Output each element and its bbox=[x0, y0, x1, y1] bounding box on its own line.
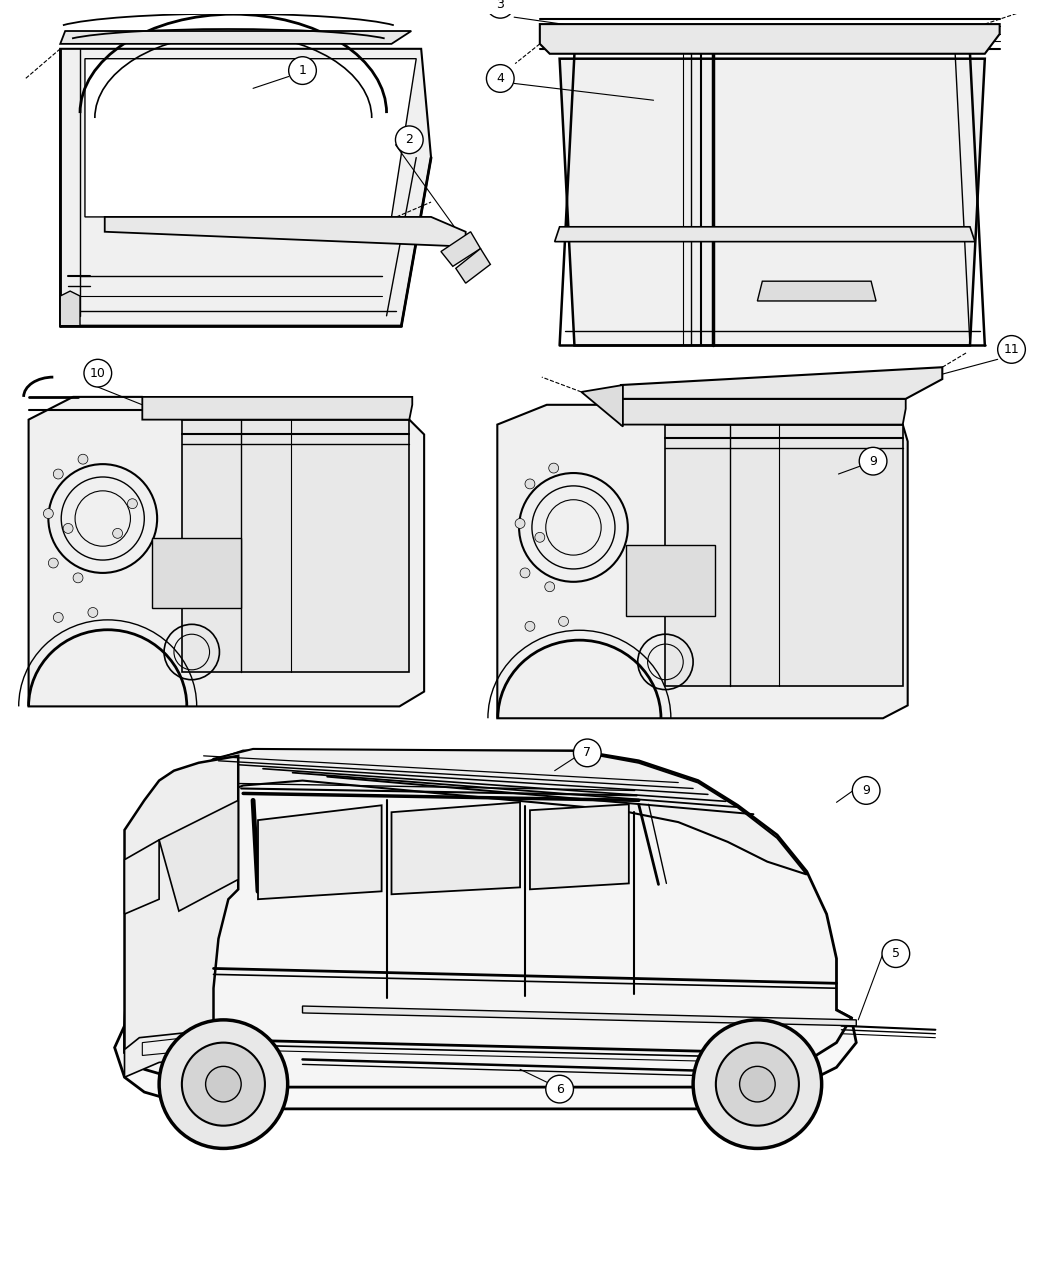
Text: 7: 7 bbox=[584, 746, 591, 760]
Circle shape bbox=[520, 567, 530, 578]
Polygon shape bbox=[456, 249, 490, 283]
Polygon shape bbox=[60, 31, 412, 43]
Text: 3: 3 bbox=[497, 0, 504, 10]
Polygon shape bbox=[60, 291, 80, 325]
Polygon shape bbox=[143, 1035, 204, 1056]
Circle shape bbox=[546, 1075, 573, 1103]
Polygon shape bbox=[258, 806, 381, 899]
Circle shape bbox=[545, 581, 554, 592]
Text: 2: 2 bbox=[405, 134, 414, 147]
Polygon shape bbox=[174, 748, 806, 875]
Circle shape bbox=[859, 448, 887, 476]
Text: 9: 9 bbox=[869, 455, 877, 468]
Polygon shape bbox=[160, 801, 238, 912]
Polygon shape bbox=[125, 840, 160, 914]
Circle shape bbox=[486, 0, 514, 18]
Circle shape bbox=[160, 1020, 288, 1149]
Text: 11: 11 bbox=[1004, 343, 1020, 356]
Polygon shape bbox=[560, 59, 985, 346]
Circle shape bbox=[549, 463, 559, 473]
Polygon shape bbox=[85, 59, 416, 217]
Text: 6: 6 bbox=[555, 1082, 564, 1095]
Circle shape bbox=[739, 1066, 775, 1102]
Polygon shape bbox=[626, 546, 715, 616]
Polygon shape bbox=[143, 397, 413, 419]
Circle shape bbox=[43, 509, 54, 519]
Polygon shape bbox=[757, 282, 876, 301]
Circle shape bbox=[853, 776, 880, 805]
Circle shape bbox=[74, 572, 83, 583]
Circle shape bbox=[396, 126, 423, 153]
Polygon shape bbox=[125, 756, 238, 1052]
Circle shape bbox=[882, 940, 909, 968]
Text: 9: 9 bbox=[862, 784, 870, 797]
Circle shape bbox=[998, 335, 1026, 363]
Circle shape bbox=[112, 528, 123, 538]
Polygon shape bbox=[530, 805, 629, 890]
Polygon shape bbox=[182, 419, 410, 672]
Polygon shape bbox=[105, 217, 465, 246]
Polygon shape bbox=[125, 1030, 213, 1077]
Circle shape bbox=[693, 1020, 822, 1149]
Circle shape bbox=[516, 519, 525, 528]
Circle shape bbox=[559, 616, 568, 626]
Circle shape bbox=[84, 360, 111, 388]
Circle shape bbox=[525, 479, 534, 488]
Polygon shape bbox=[498, 404, 907, 718]
Circle shape bbox=[78, 454, 88, 464]
Polygon shape bbox=[28, 397, 424, 706]
Circle shape bbox=[63, 524, 74, 533]
Circle shape bbox=[525, 621, 534, 631]
Text: 5: 5 bbox=[891, 947, 900, 960]
Circle shape bbox=[88, 607, 98, 617]
Polygon shape bbox=[392, 802, 520, 894]
Circle shape bbox=[127, 499, 138, 509]
Circle shape bbox=[289, 56, 316, 84]
Text: 10: 10 bbox=[90, 367, 106, 380]
Circle shape bbox=[54, 469, 63, 479]
Circle shape bbox=[48, 558, 58, 567]
Polygon shape bbox=[666, 425, 903, 686]
Polygon shape bbox=[60, 48, 432, 325]
Circle shape bbox=[573, 740, 602, 766]
Polygon shape bbox=[582, 385, 623, 427]
Polygon shape bbox=[621, 399, 906, 425]
Polygon shape bbox=[540, 24, 1000, 54]
Circle shape bbox=[206, 1066, 242, 1102]
Polygon shape bbox=[114, 998, 856, 1109]
Polygon shape bbox=[125, 751, 852, 1088]
Circle shape bbox=[54, 612, 63, 622]
Polygon shape bbox=[302, 1006, 856, 1026]
Polygon shape bbox=[621, 367, 942, 399]
Text: 1: 1 bbox=[298, 64, 307, 76]
Polygon shape bbox=[554, 227, 975, 242]
Circle shape bbox=[182, 1043, 265, 1126]
Circle shape bbox=[486, 65, 514, 92]
Circle shape bbox=[716, 1043, 799, 1126]
Polygon shape bbox=[152, 538, 242, 607]
Polygon shape bbox=[441, 232, 481, 266]
Text: 4: 4 bbox=[497, 71, 504, 85]
Circle shape bbox=[534, 533, 545, 542]
